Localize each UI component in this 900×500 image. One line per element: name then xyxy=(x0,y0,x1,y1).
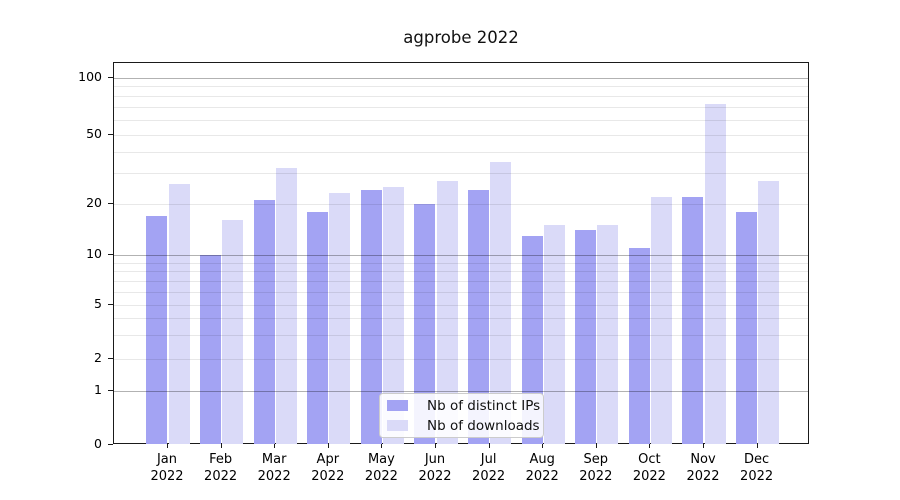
x-tick-mark-mar xyxy=(274,444,276,448)
minor-gridline-9 xyxy=(114,262,808,264)
bar-downloads-jul xyxy=(490,161,512,444)
y-tick-mark-50 xyxy=(108,133,113,135)
plot-area xyxy=(113,62,809,444)
minor-gridline-70 xyxy=(114,107,808,108)
y-tick-label-2: 2 xyxy=(94,350,102,365)
bar-downloads-dec xyxy=(758,181,780,444)
bar-downloads-may xyxy=(382,186,405,444)
bar-ips-jun xyxy=(414,203,436,444)
minor-gridline-4 xyxy=(114,318,808,320)
minor-gridline-5 xyxy=(114,305,808,306)
legend: Nb of distinct IPs Nb of downloads xyxy=(379,393,544,438)
bar-ips-jan xyxy=(146,215,168,444)
y-tick-label-100: 100 xyxy=(78,68,102,84)
major-gridline-10 xyxy=(114,255,808,256)
x-tick-label-mar: Mar 2022 xyxy=(257,452,291,484)
x-tick-label-oct: Oct 2022 xyxy=(632,452,666,484)
minor-gridline-6 xyxy=(114,291,808,293)
x-tick-label-aug: Aug 2022 xyxy=(525,452,559,484)
legend-item-downloads: Nb of downloads xyxy=(387,417,540,434)
legend-swatch-downloads xyxy=(387,420,408,431)
chart-title: agprobe 2022 xyxy=(403,28,519,47)
bar-downloads-oct xyxy=(650,196,673,444)
y-tick-mark-2 xyxy=(108,358,113,359)
y-tick-label-10: 10 xyxy=(86,246,102,261)
x-tick-mark-aug xyxy=(542,444,544,448)
y-tick-mark-0 xyxy=(108,444,113,445)
x-tick-mark-oct xyxy=(649,444,651,448)
bar-ips-jul xyxy=(467,190,490,444)
bar-downloads-aug xyxy=(543,225,565,444)
legend-swatch-distinct-ips xyxy=(387,400,408,411)
x-tick-mark-apr xyxy=(327,444,329,448)
bar-ips-aug xyxy=(521,235,543,444)
y-tick-mark-10 xyxy=(108,254,113,255)
bar-ips-mar xyxy=(253,200,275,444)
bar-ips-apr xyxy=(307,211,329,444)
x-tick-label-feb: Feb 2022 xyxy=(204,452,238,484)
major-gridline-100 xyxy=(114,77,808,79)
bar-ips-feb xyxy=(199,255,222,444)
minor-gridline-30 xyxy=(114,173,808,175)
x-tick-mark-jan xyxy=(167,444,168,448)
y-tick-label-0: 0 xyxy=(94,436,102,451)
x-tick-label-may: May 2022 xyxy=(364,452,398,484)
bar-ips-dec xyxy=(735,211,758,444)
y-tick-label-20: 20 xyxy=(86,194,102,210)
minor-gridline-20 xyxy=(114,203,808,205)
x-tick-label-apr: Apr 2022 xyxy=(311,452,345,484)
y-tick-label-50: 50 xyxy=(86,125,102,141)
legend-item-distinct-ips: Nb of distinct IPs xyxy=(387,397,540,414)
x-tick-label-nov: Nov 2022 xyxy=(686,452,720,484)
minor-gridline-50 xyxy=(114,134,808,136)
y-tick-label-1: 1 xyxy=(94,382,102,397)
bar-ips-oct xyxy=(628,247,650,444)
bar-ips-sep xyxy=(575,230,597,444)
x-tick-label-jun: Jun 2022 xyxy=(418,452,452,484)
x-tick-mark-dec xyxy=(756,444,758,448)
y-tick-mark-20 xyxy=(108,202,113,204)
minor-gridline-8 xyxy=(114,271,808,273)
x-tick-mark-feb xyxy=(220,444,222,448)
minor-gridline-60 xyxy=(114,119,808,121)
bar-downloads-sep xyxy=(597,225,619,444)
y-tick-mark-5 xyxy=(108,304,113,305)
bar-downloads-jan xyxy=(168,183,190,444)
minor-gridline-40 xyxy=(114,151,808,153)
minor-gridline-2 xyxy=(114,359,808,360)
minor-gridline-90 xyxy=(114,86,808,88)
legend-label-downloads: Nb of downloads xyxy=(427,417,540,434)
bar-ips-nov xyxy=(682,196,704,444)
minor-gridline-80 xyxy=(114,96,808,97)
bar-downloads-feb xyxy=(222,220,244,444)
x-tick-label-sep: Sep 2022 xyxy=(579,452,613,484)
minor-gridline-7 xyxy=(114,280,808,282)
x-tick-label-dec: Dec 2022 xyxy=(740,452,774,484)
x-tick-mark-jun xyxy=(435,444,436,448)
legend-label-distinct-ips: Nb of distinct IPs xyxy=(427,397,541,414)
x-tick-label-jul: Jul 2022 xyxy=(472,452,506,484)
y-tick-mark-100 xyxy=(108,76,113,78)
y-tick-label-5: 5 xyxy=(94,296,102,311)
major-gridline-1 xyxy=(114,391,808,392)
x-tick-label-jan: Jan 2022 xyxy=(150,452,184,484)
bar-ips-may xyxy=(360,190,382,444)
x-tick-mark-may xyxy=(381,444,383,448)
minor-gridline-3 xyxy=(114,335,808,337)
bar-downloads-nov xyxy=(704,103,726,444)
x-tick-mark-nov xyxy=(703,444,704,448)
bar-downloads-jun xyxy=(436,181,458,444)
x-tick-mark-sep xyxy=(595,444,597,448)
bar-downloads-mar xyxy=(275,168,297,444)
x-tick-mark-jul xyxy=(488,444,490,448)
bar-downloads-apr xyxy=(329,193,351,444)
y-tick-mark-1 xyxy=(108,390,113,391)
